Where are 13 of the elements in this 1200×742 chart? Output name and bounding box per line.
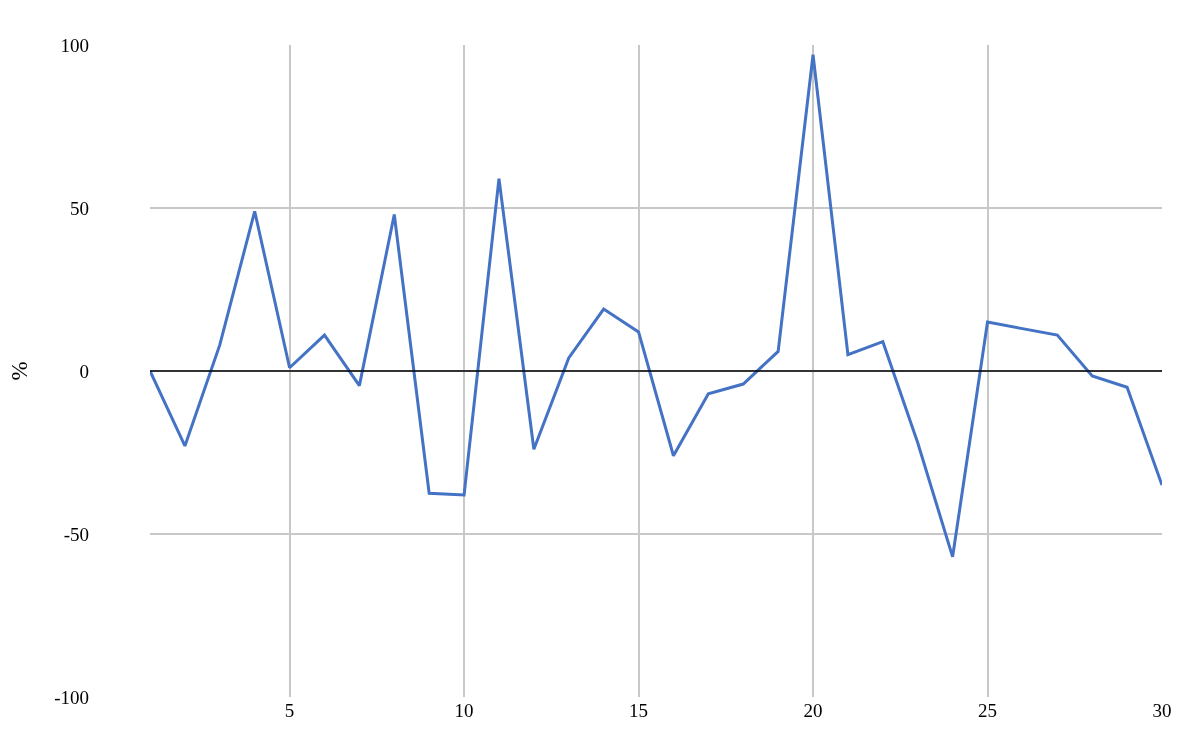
y-axis-title: %: [6, 361, 32, 381]
x-tick-label: 20: [803, 700, 823, 721]
line-series: [150, 53, 1162, 559]
x-tick-label: 30: [1152, 700, 1172, 721]
x-tick-label: 5: [284, 700, 295, 721]
y-tick-label: 100: [60, 34, 89, 56]
x-tick-label: 25: [978, 700, 998, 721]
y-tick-label: -100: [54, 686, 89, 708]
x-tick-label: 15: [629, 700, 649, 721]
y-tick-label: 50: [70, 197, 89, 219]
x-tick-label: 10: [454, 700, 474, 721]
y-tick-label: 0: [79, 360, 89, 382]
y-tick-label: -50: [63, 523, 89, 545]
